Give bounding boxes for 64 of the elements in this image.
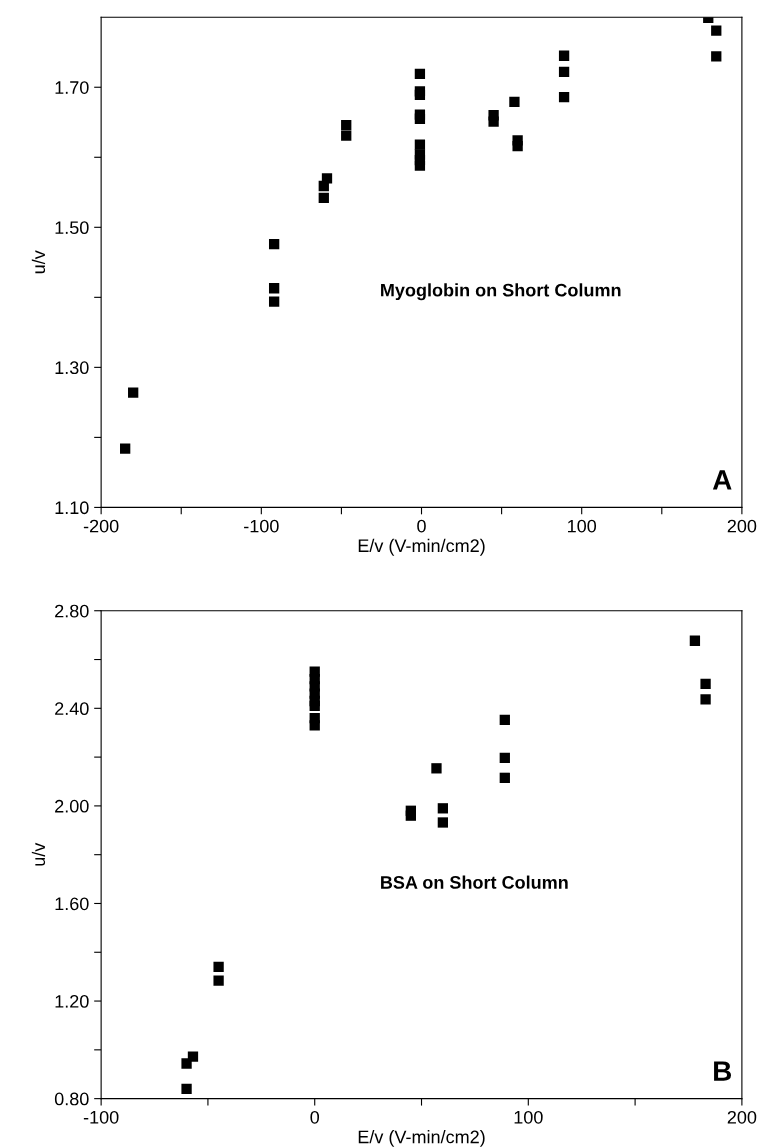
point: [558, 66, 570, 77]
y-tick-label: 1.50: [55, 221, 89, 235]
point: [309, 700, 320, 712]
point: [414, 113, 426, 124]
point: [309, 720, 320, 731]
point: [700, 678, 711, 690]
point: [499, 752, 510, 763]
y-tick-label: 0.80: [54, 1092, 89, 1106]
point: [437, 817, 449, 828]
point: [405, 810, 416, 821]
point: [689, 635, 701, 646]
annotation: BSA on Short Column: [381, 875, 568, 889]
annotation: Myoglobin on Short Column: [381, 283, 621, 301]
x-tick-label: 100: [568, 519, 597, 533]
point: [512, 140, 523, 152]
x-axis-title: E/v (V-min/cm2): [358, 1130, 485, 1147]
point: [700, 694, 711, 705]
point: [341, 130, 352, 141]
point: [213, 961, 224, 973]
x-tick-label: 100: [514, 1110, 543, 1124]
annotation: A: [712, 470, 732, 490]
point: [558, 91, 570, 103]
point: [213, 975, 224, 986]
y-axis-title: u/v: [31, 842, 46, 866]
x-tick-label: -200: [83, 519, 119, 533]
x-axis-title: E/v (V-min/cm2): [358, 538, 485, 556]
point: [414, 68, 426, 80]
point: [341, 119, 352, 131]
annotation: B: [714, 1061, 732, 1081]
y-tick-label: 2.00: [55, 799, 89, 813]
point: [558, 50, 570, 61]
y-tick-label: 2.40: [55, 702, 89, 716]
point: [499, 772, 510, 783]
point: [318, 192, 329, 204]
x-tick-label: 0: [417, 519, 426, 533]
point: [414, 160, 426, 171]
point: [711, 51, 722, 62]
point: [268, 283, 280, 294]
point: [509, 96, 520, 108]
y-tick-label: 1.10: [55, 501, 89, 515]
point: [120, 443, 131, 454]
y-tick-label: 2.80: [55, 604, 89, 618]
point: [437, 803, 449, 814]
y-tick-label: 1.20: [55, 994, 89, 1008]
x-tick-label: -100: [244, 519, 279, 533]
y-tick-label: 1.60: [55, 897, 89, 911]
point: [321, 173, 333, 184]
x-tick-label: 0: [310, 1110, 320, 1124]
point: [499, 714, 510, 725]
point: [187, 1051, 199, 1062]
point: [268, 238, 280, 250]
y-tick-label: 1.30: [55, 361, 89, 375]
point: [181, 1083, 192, 1095]
x-tick-label: -100: [83, 1110, 119, 1124]
point: [414, 89, 426, 101]
y-tick-label: 1.70: [55, 81, 89, 94]
x-tick-label: 200: [727, 1110, 757, 1124]
x-tick-label: 200: [727, 519, 757, 533]
point: [128, 387, 139, 398]
y-axis-title: u/v: [31, 250, 46, 274]
point: [268, 296, 280, 307]
point: [711, 25, 722, 36]
point: [431, 763, 442, 774]
point: [488, 116, 499, 127]
